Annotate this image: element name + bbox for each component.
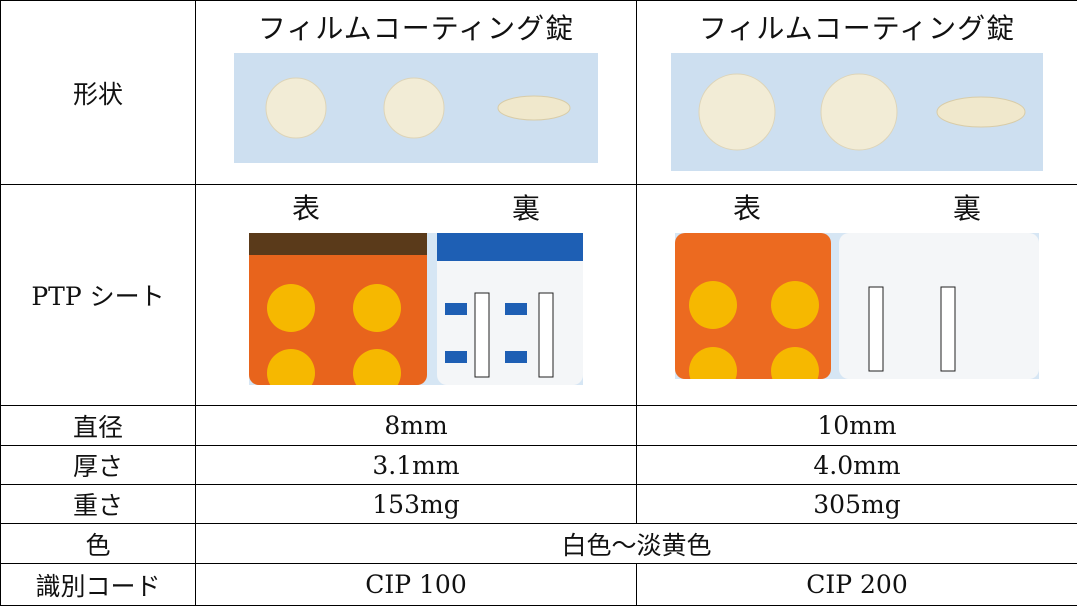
code-row: 識別コード CIP 100 CIP 200 [1,564,1077,606]
ptp-image [675,233,1039,379]
cell: フィルムコーティング錠 [637,1,1077,185]
thickness-row: 厚さ 3.1mm 4.0mm [1,446,1077,485]
cell: 表裏 [637,185,1077,406]
cell: 表裏 [196,185,637,406]
row-label: 形状 [1,1,196,185]
cell: 3.1mm [196,446,637,485]
front-label: 表 [292,187,320,227]
row-label: 重さ [1,485,196,524]
row-label: 識別コード [1,564,196,606]
cell: 8mm [196,406,637,446]
row-label: 直径 [1,406,196,446]
cell: 305mg [637,485,1077,524]
back-label: 裏 [512,187,540,227]
caption: フィルムコーティング錠 [637,7,1077,47]
tablet-image [671,53,1043,171]
tablet-image [234,53,598,163]
diameter-row: 直径 8mm 10mm [1,406,1077,446]
cell: フィルムコーティング錠 [196,1,637,185]
cell: 白色～淡黄色 [196,524,1077,564]
cell: 4.0mm [637,446,1077,485]
cell: 153mg [196,485,637,524]
color-row: 色 白色～淡黄色 [1,524,1077,564]
row-label: PTP シート [1,185,196,406]
weight-row: 重さ 153mg 305mg [1,485,1077,524]
shape-row: 形状 フィルムコーティング錠 フィルムコーティング錠 [1,1,1077,185]
front-label: 表 [733,187,761,227]
cell: CIP 200 [637,564,1077,606]
ptp-image [249,233,583,385]
cell: 10mm [637,406,1077,446]
caption: フィルムコーティング錠 [196,7,636,47]
row-label: 厚さ [1,446,196,485]
ptp-row: PTP シート 表裏 表裏 [1,185,1077,406]
row-label: 色 [1,524,196,564]
back-label: 裏 [953,187,981,227]
cell: CIP 100 [196,564,637,606]
